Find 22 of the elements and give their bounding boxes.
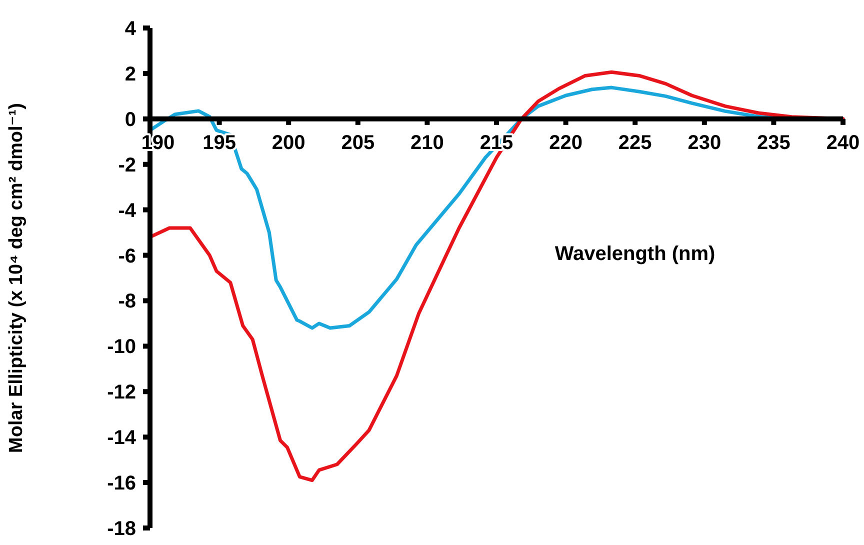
y-tick-label: -14 xyxy=(107,427,137,450)
y-tick-label: 4 xyxy=(124,18,137,40)
y-tick-label: -10 xyxy=(107,336,136,358)
y-tick-label: 0 xyxy=(124,108,136,131)
x-tick-label: 205 xyxy=(341,132,375,154)
y-tick-label: -12 xyxy=(107,382,136,404)
y-tick-label: -16 xyxy=(107,472,136,495)
y-tick-label: -8 xyxy=(118,290,136,313)
x-tick-label: 225 xyxy=(618,132,652,154)
y-tick-label: -18 xyxy=(107,518,136,540)
y-tick-label: -2 xyxy=(118,154,136,176)
x-tick-label: 210 xyxy=(410,132,444,154)
x-tick-label: 235 xyxy=(757,132,790,154)
x-tick-label: 200 xyxy=(272,132,306,154)
y-tick-label: -4 xyxy=(118,200,137,222)
y-axis-title: Molar Ellipticity (x 10⁴ deg cm² dmol⁻¹) xyxy=(6,103,27,453)
y-tick-label: 2 xyxy=(124,63,136,86)
x-axis-title: Wavelength (nm) xyxy=(554,242,716,265)
x-tick-label: 230 xyxy=(688,132,722,154)
x-tick-label: 220 xyxy=(549,132,582,154)
x-tick-label: 240 xyxy=(826,132,860,154)
y-tick-label: -6 xyxy=(118,245,136,268)
